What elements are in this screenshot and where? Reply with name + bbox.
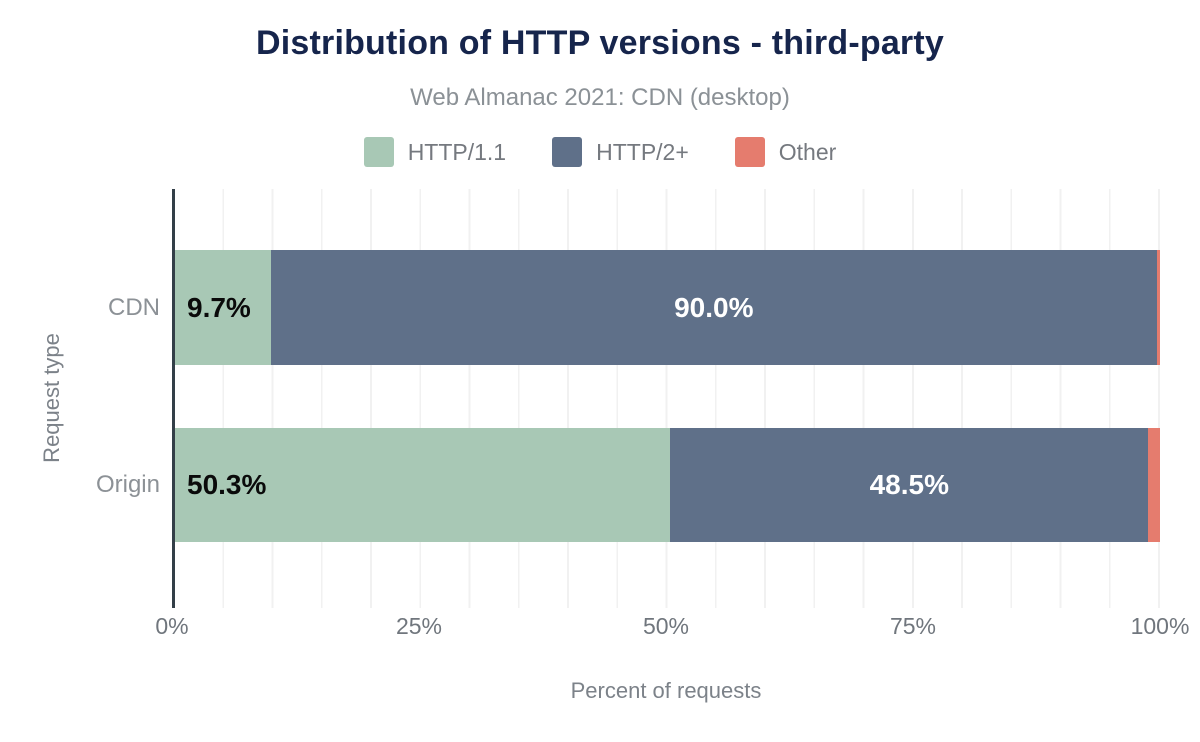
x-tick-0: 0% — [155, 613, 189, 639]
legend: HTTP/1.1 HTTP/2+ Other — [0, 137, 1200, 167]
x-tick-100: 100% — [1130, 613, 1190, 639]
legend-item-http11: HTTP/1.1 — [363, 137, 507, 167]
legend-swatch-http2-icon — [552, 137, 583, 167]
legend-label-http11: HTTP/1.1 — [407, 138, 507, 165]
legend-item-other: Other — [734, 137, 837, 167]
legend-label-other: Other — [778, 138, 837, 165]
y-category-cdn: CDN — [108, 293, 160, 321]
bar-row-cdn: 9.7% 90.0% — [175, 250, 1160, 365]
x-tick-50: 50% — [642, 613, 690, 639]
legend-item-http2: HTTP/2+ — [552, 137, 689, 167]
legend-swatch-other-icon — [734, 137, 765, 167]
bar-label-cdn-http2: 90.0% — [674, 291, 754, 323]
x-tick-25: 25% — [395, 613, 443, 639]
bar-label-cdn-http11: 9.7% — [187, 291, 251, 323]
bar-label-origin-http2: 48.5% — [869, 469, 950, 500]
y-category-origin: Origin — [95, 471, 160, 498]
bar-segment-origin-http11: 50.3% — [175, 428, 671, 542]
bar-row-origin: 50.3% 48.5% — [175, 428, 1160, 542]
legend-label-http2: HTTP/2+ — [596, 138, 689, 165]
chart-title: Distribution of HTTP versions - third-pa… — [255, 24, 944, 62]
x-tick-75: 75% — [889, 613, 937, 639]
bar-segment-cdn-http2: 90.0% — [270, 250, 1158, 365]
bar-segment-cdn-http11: 9.7% — [175, 250, 271, 365]
chart-subtitle: Web Almanac 2021: CDN (desktop) — [410, 84, 790, 111]
x-axis-title: Percent of requests — [570, 678, 762, 703]
bar-segment-origin-http2: 48.5% — [670, 428, 1149, 542]
plot-area: 9.7% 90.0% 50.3% 48.5% — [172, 189, 1160, 608]
x-axis-ticks: 0% 25% 50% 75% 100% — [155, 613, 1189, 643]
bar-segment-origin-other — [1148, 428, 1160, 542]
bar-segment-cdn-other — [1157, 250, 1160, 365]
legend-swatch-http11-icon — [363, 137, 394, 167]
bar-label-origin-http11: 50.3% — [187, 469, 267, 500]
